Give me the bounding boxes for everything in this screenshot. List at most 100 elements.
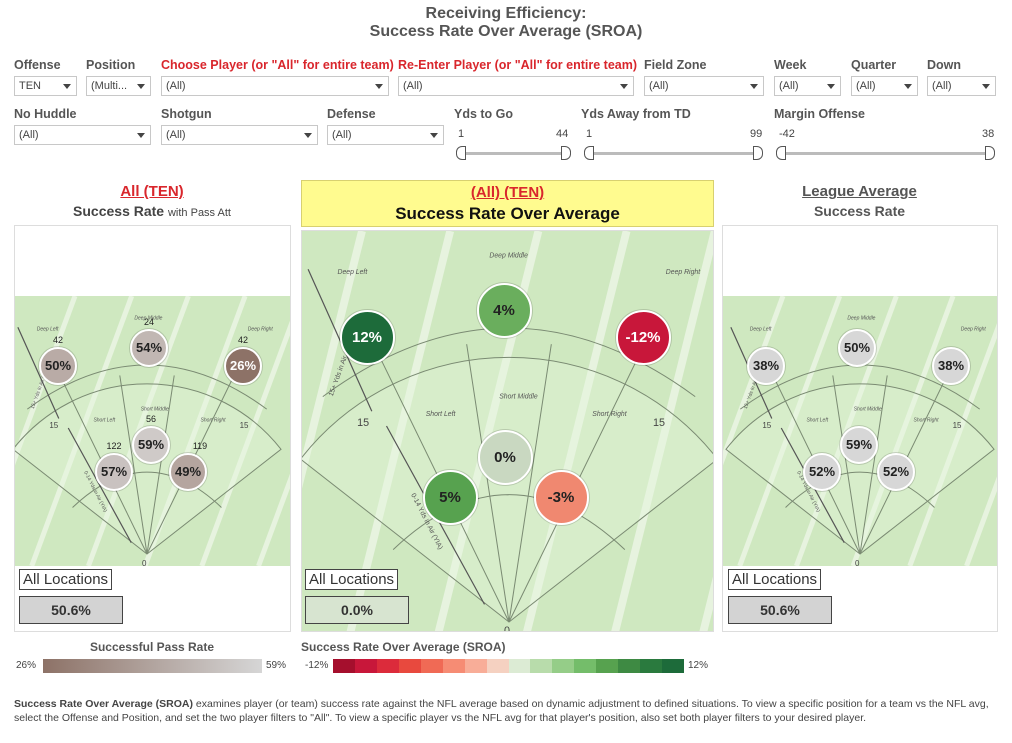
yds-to-go-min-handle[interactable] (456, 146, 466, 160)
margin-max-handle[interactable] (985, 146, 995, 160)
yard-line (737, 296, 843, 566)
yds-to-go-max-handle[interactable] (561, 146, 571, 160)
zone-divider (119, 375, 148, 555)
yds-to-go-track[interactable] (462, 152, 568, 155)
week-dropdown[interactable]: (All) (774, 76, 841, 96)
quarter-label: Quarter (851, 58, 897, 72)
legend-right-title: Success Rate Over Average (SROA) (301, 640, 506, 654)
bubble-deep-middle[interactable]: 50% (838, 329, 876, 367)
margin-min-handle[interactable] (776, 146, 786, 160)
left-all-locations-value: 50.6% (19, 596, 123, 624)
bubble-short-left[interactable]: 5% (422, 469, 478, 525)
yds-away-track[interactable] (590, 152, 760, 155)
legend-swatch (333, 659, 355, 673)
yds-away-max-handle[interactable] (753, 146, 763, 160)
bubble-short-right[interactable]: 52% (877, 453, 915, 491)
bubble-deep-right[interactable]: 38% (932, 347, 970, 385)
label-deep-middle: Deep Middle (134, 316, 162, 322)
right-all-locations-label: All Locations (728, 569, 822, 590)
legend-swatch (508, 659, 531, 673)
margin-min: -42 (779, 128, 795, 140)
legend-swatch (552, 659, 575, 673)
bubble-deep-middle[interactable]: 4% (476, 282, 532, 338)
yard-line (850, 296, 956, 566)
legend-swatch (640, 659, 663, 673)
bubble-count-deep-middle: 24 (143, 317, 154, 327)
down-dropdown[interactable]: (All) (927, 76, 996, 96)
bubble-short-middle[interactable]: 59% (132, 426, 170, 464)
legend-swatch (354, 659, 377, 673)
margin-max: 38 (982, 128, 995, 140)
label-deep-left: Deep Left (750, 326, 772, 332)
offense-label: Offense (14, 58, 61, 72)
bubble-short-left[interactable]: 52% (803, 453, 841, 491)
choose-player-dropdown[interactable]: (All) (161, 76, 389, 96)
position-dropdown[interactable]: (Multi... (86, 76, 151, 96)
page-subtitle: Success Rate Over Average (SROA) (369, 23, 643, 40)
bubble-deep-left[interactable]: 50% (39, 347, 77, 385)
yds-away-min-handle[interactable] (584, 146, 594, 160)
defense-dropdown[interactable]: (All) (327, 125, 444, 145)
bubble-short-middle[interactable]: 0% (477, 429, 533, 485)
right-all-locations-value: 50.6% (728, 596, 832, 624)
center-panel: 0 15 15 Deep Middle Deep Left Deep Right Short… (301, 230, 714, 632)
label-deep-right: Deep Right (248, 326, 274, 332)
chevron-down-icon (827, 84, 835, 89)
legend-swatch (420, 659, 443, 673)
offense-dropdown[interactable]: TEN (14, 76, 77, 96)
short-zone-arc (392, 494, 626, 550)
chevron-down-icon (375, 84, 383, 89)
left-panel-title: All (TEN) (120, 183, 184, 200)
bubble-count-short-right: 119 (192, 441, 208, 451)
label-fifteen-right: 15 (653, 417, 665, 429)
deep-zone-outline (302, 356, 713, 623)
zone-divider (508, 344, 552, 623)
legend-left-gradient (43, 659, 262, 673)
bubble-count-short-middle: 56 (145, 414, 156, 424)
short-zone-arc (72, 471, 222, 508)
bubble-count-deep-left: 42 (52, 335, 63, 345)
yard-line (256, 473, 290, 566)
label-deep-middle: Deep Middle (847, 316, 875, 322)
yds-to-go-min: 1 (458, 128, 465, 140)
reenter-player-dropdown[interactable]: (All) (398, 76, 634, 96)
deep-zone-outline (15, 383, 282, 555)
bubble-short-right[interactable]: -3% (533, 469, 589, 525)
chevron-down-icon (620, 84, 628, 89)
label-deep-right: Deep Right (961, 326, 987, 332)
no-huddle-dropdown[interactable]: (All) (14, 125, 151, 145)
label-short-left: Short Left (426, 411, 457, 418)
legend-swatch (398, 659, 421, 673)
bubble-deep-right[interactable]: -12% (615, 309, 671, 365)
defense-label: Defense (327, 107, 376, 121)
bubble-short-left[interactable]: 57% (95, 453, 133, 491)
label-short-left: Short Left (93, 418, 115, 424)
legend-left-min: 26% (16, 660, 37, 671)
label-zero: 0 (142, 559, 147, 566)
bubble-count-short-left: 122 (106, 441, 122, 451)
field-zone-dropdown[interactable]: (All) (644, 76, 764, 96)
yard-line (523, 231, 631, 631)
label-fifteen-left: 15 (49, 421, 58, 430)
margin-track[interactable] (782, 152, 992, 155)
shotgun-dropdown[interactable]: (All) (161, 125, 318, 145)
bubble-short-right[interactable]: 49% (169, 453, 207, 491)
legend-swatch (442, 659, 465, 673)
yard-line (723, 296, 786, 466)
chevron-down-icon (63, 84, 71, 89)
right-bubbles: 38% 50% 38% 59% 52% 52% (722, 225, 998, 565)
label-fifteen-right: 15 (953, 421, 962, 430)
bubble-deep-left[interactable]: 38% (747, 347, 785, 385)
bubble-deep-middle[interactable]: 54% (130, 329, 168, 367)
shotgun-label: Shotgun (161, 107, 212, 121)
label-deep-right: Deep Right (666, 269, 701, 276)
bubble-deep-left[interactable]: 12% (339, 309, 395, 365)
legend-swatch (574, 659, 597, 673)
chevron-down-icon (137, 133, 145, 138)
bubble-deep-right[interactable]: 26% (224, 347, 262, 385)
bubble-short-middle[interactable]: 59% (840, 426, 878, 464)
quarter-dropdown[interactable]: (All) (851, 76, 918, 96)
legend-left-title: Successful Pass Rate (89, 640, 215, 654)
left-bubbles: 50% 42 54% 24 26% 42 59% 56 57% 122 49% 119 (14, 225, 291, 565)
position-label: Position (86, 58, 136, 72)
